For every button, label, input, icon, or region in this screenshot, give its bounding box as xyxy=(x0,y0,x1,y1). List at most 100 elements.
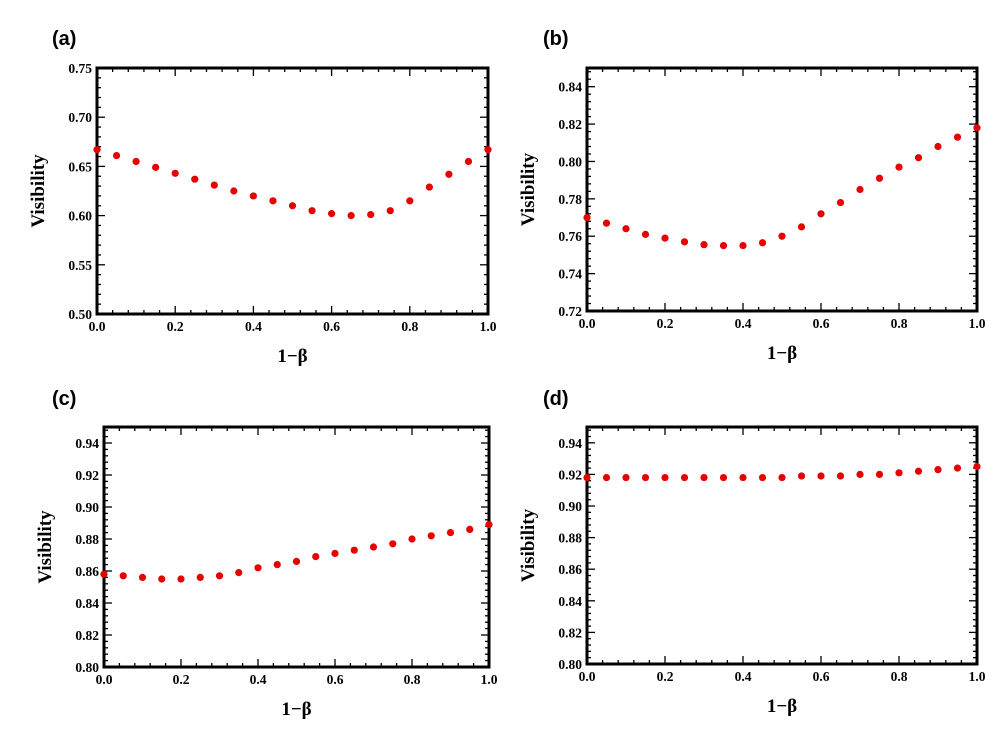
data-point xyxy=(719,473,728,482)
data-point xyxy=(934,466,942,474)
data-point xyxy=(817,210,825,218)
chart-panel-0: (a) 0.0 0.2 0.4 0.6 0.8 1.0 0.50 0.55 0.60 0.65 0.7… xyxy=(28,28,497,367)
y-tick-label: 0.50 xyxy=(68,307,92,322)
x-tick-label: 0.2 xyxy=(167,319,184,334)
data-point xyxy=(273,561,281,569)
data-point xyxy=(446,529,455,537)
y-tick-label: 0.76 xyxy=(558,229,582,244)
data-point xyxy=(895,469,903,477)
data-point xyxy=(191,175,199,183)
data-point xyxy=(622,473,630,482)
y-tick-label: 0.92 xyxy=(75,468,99,483)
data-point xyxy=(466,525,474,534)
data-point xyxy=(641,473,650,482)
data-point xyxy=(138,573,147,582)
data-point xyxy=(602,473,611,482)
data-point xyxy=(622,225,630,233)
data-point xyxy=(973,124,981,132)
data-point xyxy=(778,473,786,482)
x-tick-label: 0.2 xyxy=(657,316,674,331)
data-point xyxy=(93,146,101,154)
data-point xyxy=(602,219,611,227)
data-point xyxy=(308,207,316,215)
data-point xyxy=(408,535,416,543)
plot-frame xyxy=(102,425,491,669)
chart-panel-1: (b) 0.0 0.2 0.4 0.6 0.8 1.0 0.72 0.74 0.76 0.78 0.8… xyxy=(518,28,986,364)
y-tick-label: 0.82 xyxy=(75,628,99,643)
data-point xyxy=(292,557,301,566)
data-point xyxy=(583,213,591,222)
data-point xyxy=(641,230,650,238)
x-tick-label: 0.8 xyxy=(404,672,421,687)
x-tick-label: 0.4 xyxy=(735,316,752,331)
data-point xyxy=(778,232,786,240)
x-tick-label: 0.6 xyxy=(327,672,344,687)
data-point xyxy=(230,187,238,195)
y-tick-label: 0.88 xyxy=(558,531,582,546)
x-axis-title: 1−β xyxy=(767,343,797,364)
y-tick-label: 0.92 xyxy=(558,467,582,482)
y-tick-label: 0.94 xyxy=(75,436,99,451)
y-tick-label: 0.60 xyxy=(68,209,92,224)
data-point xyxy=(254,564,262,572)
data-point xyxy=(312,553,320,561)
x-tick-label: 0.4 xyxy=(735,669,752,684)
y-axis-title: Visibility xyxy=(518,152,539,226)
data-point xyxy=(875,174,884,182)
plot-frame xyxy=(95,66,490,316)
y-tick-label: 0.74 xyxy=(558,267,582,282)
data-point xyxy=(427,532,435,540)
data-point xyxy=(914,154,923,162)
data-point xyxy=(132,157,140,166)
data-point xyxy=(196,573,204,582)
data-point xyxy=(386,207,394,215)
y-tick-label: 0.80 xyxy=(558,154,582,169)
data-point xyxy=(583,473,591,482)
data-point xyxy=(171,169,179,177)
x-tick-label: 0.4 xyxy=(245,319,262,334)
x-tick-label: 0.6 xyxy=(813,316,830,331)
y-tick-label: 0.80 xyxy=(558,657,582,672)
x-tick-label: 1.0 xyxy=(969,669,986,684)
x-tick-label: 0.6 xyxy=(813,669,830,684)
data-point xyxy=(269,197,277,205)
plot-frame xyxy=(585,66,979,313)
x-tick-label: 0.8 xyxy=(401,319,418,334)
data-point xyxy=(875,470,884,478)
data-point xyxy=(152,163,160,171)
chart-panel-3: (d) 0.0 0.2 0.4 0.6 0.8 1.0 0.80 0.82 0.84 0.86 0.8… xyxy=(518,388,986,717)
data-point xyxy=(719,241,728,250)
panel-label: (a) xyxy=(52,28,76,50)
data-point xyxy=(235,569,243,577)
data-point xyxy=(856,470,864,478)
y-tick-label: 0.90 xyxy=(558,499,582,514)
x-tick-label: 1.0 xyxy=(969,316,986,331)
data-point xyxy=(406,197,414,205)
data-point xyxy=(758,473,767,482)
data-point xyxy=(680,473,689,482)
y-axis-title: Visibility xyxy=(518,508,539,582)
x-tick-label: 0.8 xyxy=(891,316,908,331)
data-point xyxy=(953,464,962,472)
y-tick-label: 0.90 xyxy=(75,500,99,515)
x-axis-title: 1−β xyxy=(281,699,311,720)
y-tick-label: 0.88 xyxy=(75,532,99,547)
x-tick-label: 0.6 xyxy=(323,319,340,334)
data-point xyxy=(249,192,257,200)
data-point xyxy=(158,575,166,583)
panel-label: (d) xyxy=(543,388,569,410)
y-tick-label: 0.80 xyxy=(75,660,99,675)
data-point xyxy=(973,462,981,471)
data-point xyxy=(797,223,806,231)
panel-label: (c) xyxy=(52,388,76,410)
data-point xyxy=(680,238,689,246)
y-tick-label: 0.84 xyxy=(558,80,582,95)
x-axis-title: 1−β xyxy=(767,696,797,717)
x-tick-label: 0.8 xyxy=(891,669,908,684)
data-point xyxy=(856,185,864,194)
data-point xyxy=(700,241,708,249)
data-point xyxy=(739,241,747,250)
data-point xyxy=(445,170,453,178)
data-point xyxy=(953,133,962,141)
